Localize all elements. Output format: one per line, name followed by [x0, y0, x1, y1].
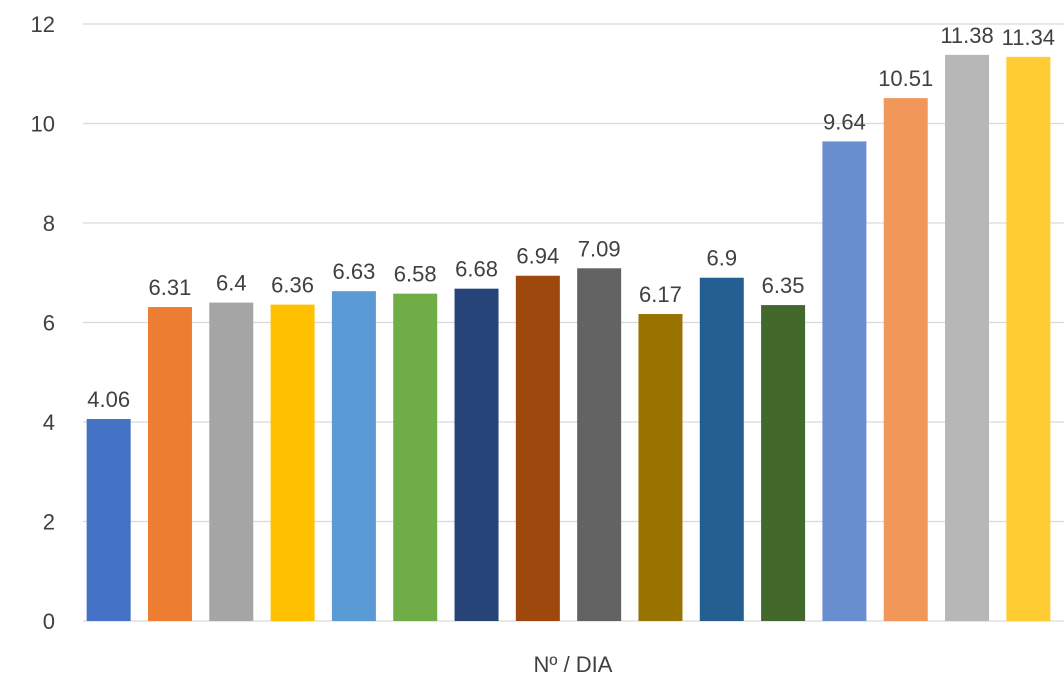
data-label: 6.94 — [516, 244, 559, 269]
data-label: 4.06 — [87, 387, 130, 412]
y-tick-label: 8 — [43, 211, 55, 236]
bar — [393, 293, 438, 621]
bar — [147, 307, 192, 621]
y-tick-label: 4 — [43, 410, 55, 435]
data-label: 6.36 — [271, 273, 314, 298]
data-label: 6.9 — [706, 246, 737, 271]
bar — [945, 54, 990, 622]
data-label: 6.63 — [332, 259, 375, 284]
bar — [883, 98, 928, 621]
bar — [1006, 56, 1051, 621]
bar — [86, 419, 131, 621]
bar — [331, 291, 376, 621]
y-tick-label: 0 — [43, 609, 55, 634]
data-label: 10.51 — [878, 66, 933, 91]
bar — [577, 268, 622, 621]
data-label: 6.68 — [455, 257, 498, 282]
bar — [515, 275, 560, 621]
bar — [209, 302, 254, 621]
data-labels: 4.06 6.31 6.4 6.36 6.63 6.58 6.68 6.94 7.09 6.17 6… — [87, 23, 1055, 412]
bars — [86, 54, 1051, 622]
data-label: 6.17 — [639, 282, 682, 307]
y-tick-label: 2 — [43, 510, 55, 535]
y-tick-label: 6 — [43, 311, 55, 336]
data-label: 6.4 — [216, 271, 247, 296]
data-label: 6.35 — [762, 273, 805, 298]
bar — [822, 141, 867, 621]
bar — [638, 314, 683, 621]
bar — [699, 277, 744, 621]
y-tick-label: 10 — [31, 112, 55, 137]
data-label: 11.34 — [1002, 25, 1055, 50]
data-label: 11.38 — [940, 23, 993, 48]
bar — [454, 288, 499, 621]
y-tick-label: 12 — [31, 12, 55, 37]
data-label: 6.58 — [394, 262, 437, 287]
data-label: 9.64 — [823, 109, 866, 134]
data-label: 7.09 — [578, 236, 621, 261]
bar — [270, 304, 315, 621]
y-axis-ticks: 0 2 4 6 8 10 12 — [31, 12, 55, 634]
data-label: 6.31 — [149, 275, 192, 300]
x-axis-title: Nº / DIA — [534, 652, 613, 675]
bar — [761, 305, 806, 621]
